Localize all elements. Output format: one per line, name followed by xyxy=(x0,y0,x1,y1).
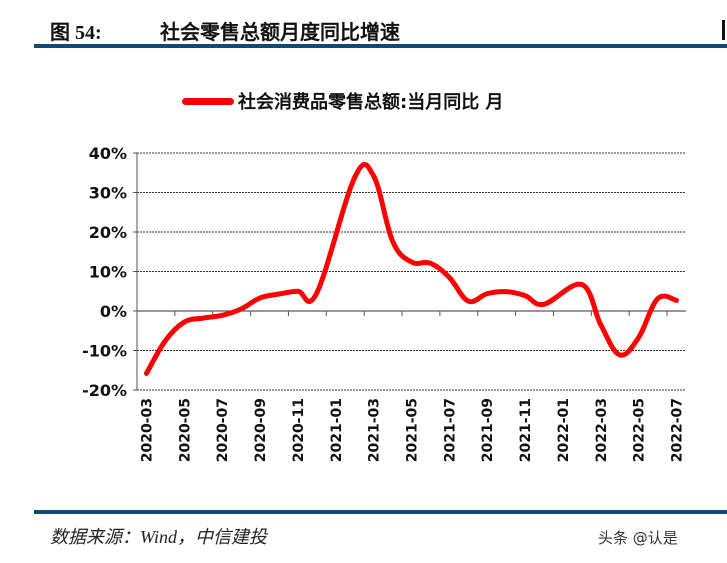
figure-number: 图 54: xyxy=(50,22,102,44)
figure-title: 图 54: 社会零售总额月度同比增速 xyxy=(50,16,400,45)
series-line xyxy=(143,162,680,376)
legend-label: 社会消费品零售总额:当月同比 月 xyxy=(238,92,504,113)
y-tick-label: 20% xyxy=(89,223,127,242)
chart-legend: 社会消费品零售总额:当月同比 月 xyxy=(182,88,503,114)
y-tick-label: 10% xyxy=(89,263,127,282)
legend-swatch xyxy=(182,97,234,105)
watermark: 头条 @认是 xyxy=(598,529,678,547)
header-rule xyxy=(34,44,727,48)
figure-heading: 社会零售总额月度同比增速 xyxy=(160,22,400,44)
x-tick-label: 2021-09 xyxy=(480,398,496,462)
x-tick-label: 2021-11 xyxy=(518,398,534,462)
x-tick-label: 2021-03 xyxy=(367,398,383,462)
y-tick-label: -20% xyxy=(82,381,127,400)
x-tick-label: 2021-01 xyxy=(329,398,345,462)
x-tick-label: 2022-01 xyxy=(556,398,572,462)
x-tick-label: 2020-03 xyxy=(139,398,155,462)
y-tick-label: -10% xyxy=(82,342,127,361)
x-tick-label: 2020-07 xyxy=(215,398,231,462)
line-chart: 40% 30% 20% 10% 0% -10% -20% 2020-03 2020-05 2020… xyxy=(82,144,686,462)
x-tick-label: 2022-05 xyxy=(632,398,648,462)
y-tick-label: 0% xyxy=(100,302,127,321)
x-tick-label: 2020-05 xyxy=(177,398,193,462)
x-tick-label: 2021-05 xyxy=(404,398,420,462)
x-tick-label: 2020-11 xyxy=(291,398,307,462)
cropped-edge-mark xyxy=(722,20,725,40)
y-tick-label: 30% xyxy=(89,184,127,203)
x-tick-label: 2022-03 xyxy=(594,398,610,462)
footer-rule xyxy=(34,510,727,514)
x-tick-label: 2021-07 xyxy=(442,398,458,462)
source-note: 数据来源：Wind，中信建投 xyxy=(50,527,268,547)
y-tick-label: 40% xyxy=(89,144,127,163)
x-tick-label: 2022-07 xyxy=(670,398,686,462)
x-tick-label: 2020-09 xyxy=(253,398,269,462)
